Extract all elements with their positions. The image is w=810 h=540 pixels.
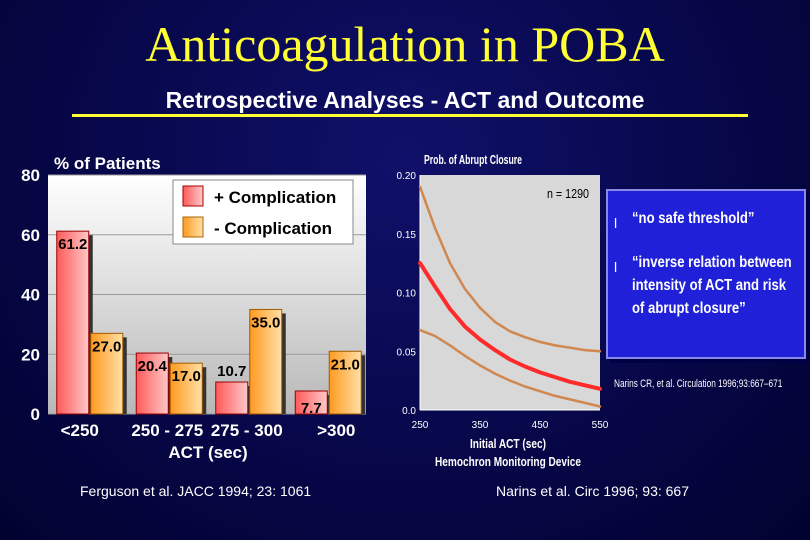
line-x-ticks: 250 350 450 550 (412, 420, 609, 431)
line-x-tick-label: 450 (532, 420, 549, 431)
bar-data-label: 17.0 (172, 368, 201, 385)
bar-plus-complication (135, 352, 169, 415)
quote-1-line-1: “no safe threshold” (632, 210, 755, 227)
bar-legend: + Complication - Complication (172, 179, 354, 245)
bar-data-label: 61.2 (58, 236, 87, 253)
legend-swatch-minus (182, 216, 204, 238)
bar-chart-title: % of Patients (54, 154, 161, 173)
bar-x-ticks: <250 250 - 275 275 - 300 >300 (61, 421, 356, 440)
bar-data-label: 21.0 (331, 356, 360, 373)
line-upper-ci (418, 185, 602, 353)
left-citation: Ferguson et al. JACC 1994; 23: 1061 (80, 483, 312, 499)
quote-2: “inverse relation between intensity of A… (632, 251, 792, 320)
bar-y-ticks: 0 20 40 60 80 (21, 166, 40, 424)
bar-data-label: 10.7 (217, 363, 246, 380)
bar-y-tick-label: 60 (21, 226, 40, 245)
line-chart-title: Prob. of Abrupt Closure (424, 152, 522, 167)
bar-plus-complication (56, 230, 90, 415)
quote-bullet-2: l (614, 259, 618, 275)
quote-2-line-3: of abrupt closure” (632, 300, 746, 317)
bar-y-tick-label: 80 (21, 166, 40, 185)
bar-x-tick-label: <250 (61, 421, 99, 440)
bar-x-tick-label: 275 - 300 (211, 421, 283, 440)
line-estimate (418, 261, 602, 391)
bar-chart: 0 20 40 60 80 61.2 27.0 20.417.0 10.7 35.0 7.7 21.… (21, 154, 366, 462)
reference-note: Narins CR, et al. Circulation 1996;93:66… (614, 378, 783, 390)
line-x-tick-label: 250 (412, 420, 429, 431)
quote-1: “no safe threshold” (632, 207, 771, 230)
bar-y-tick-label: 0 (31, 405, 40, 424)
bar-minus-complication (169, 362, 203, 415)
line-x-axis-sublabel: Hemochron Monitoring Device (435, 454, 581, 469)
line-y-tick-label: 0.15 (397, 230, 417, 241)
bar-data-label: 35.0 (251, 314, 280, 331)
bar-minus-complication (90, 332, 124, 415)
line-series (418, 185, 602, 408)
line-y-ticks: 0.0 0.05 0.10 0.15 0.20 (397, 171, 417, 417)
bar-data-label: 20.4 (138, 358, 168, 375)
quote-bullet-1: l (614, 215, 618, 231)
bar-x-axis-label: ACT (sec) (168, 443, 247, 462)
line-x-tick-label: 550 (592, 420, 609, 431)
line-y-tick-label: 0.20 (397, 171, 417, 182)
line-plot-background (420, 175, 600, 410)
bar-y-tick-label: 40 (21, 286, 40, 305)
slide-title: Anticoagulation in POBA (145, 16, 665, 72)
quote-box: l “no safe threshold” l “inverse relatio… (606, 189, 806, 359)
line-y-tick-label: 0.05 (397, 347, 417, 358)
bar-minus-complication (249, 308, 283, 415)
bar-data-label: 27.0 (92, 338, 121, 355)
slide-subtitle: Retrospective Analyses - ACT and Outcome (165, 87, 645, 113)
line-x-tick-label: 350 (472, 420, 489, 431)
bar-plus-complication (215, 381, 249, 415)
bar-x-tick-label: 250 - 275 (131, 421, 203, 440)
bar-plus-complication (294, 390, 328, 415)
legend-label-plus: + Complication (214, 188, 336, 207)
bar-x-tick-label: >300 (317, 421, 355, 440)
legend-label-minus: - Complication (214, 219, 332, 238)
line-y-tick-label: 0.0 (402, 406, 416, 417)
right-citation: Narins et al. Circ 1996; 93: 667 (496, 483, 689, 499)
bar-y-tick-label: 20 (21, 345, 40, 364)
quote-2-line-1: “inverse relation between (632, 254, 792, 271)
line-x-axis-label: Initial ACT (sec) (470, 436, 546, 451)
subtitle-underline (72, 114, 748, 117)
legend-swatch-plus (182, 185, 204, 207)
line-y-tick-label: 0.10 (397, 289, 417, 300)
line-lower-ci (418, 328, 602, 408)
bar-minus-complication (328, 350, 362, 415)
quote-2-line-2: intensity of ACT and risk (632, 277, 787, 294)
bar-data-label: 7.7 (301, 400, 322, 417)
line-annotation: n = 1290 (547, 186, 589, 201)
bar-bars: 61.2 27.0 20.417.0 10.7 35.0 7.7 21.0 (56, 230, 366, 417)
line-chart: 0.0 0.05 0.10 0.15 0.20 250 350 450 550 Prob. o… (397, 152, 609, 469)
